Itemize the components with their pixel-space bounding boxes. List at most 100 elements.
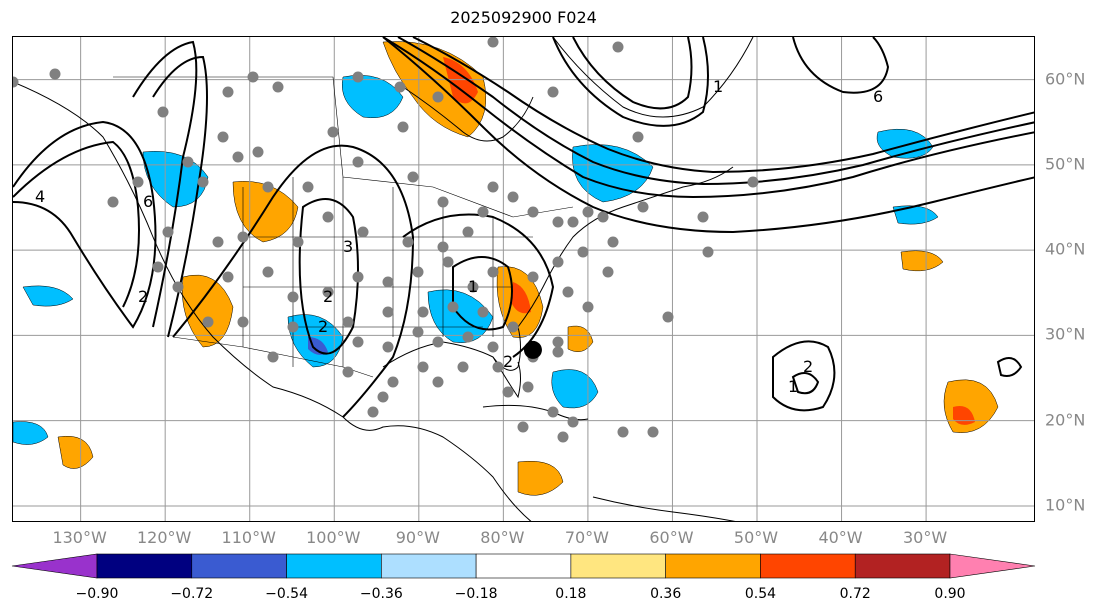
station-dot — [612, 41, 624, 53]
colorbar-bin — [475, 553, 572, 579]
station-dot — [487, 341, 499, 353]
station-dot — [237, 316, 249, 328]
colorbar-bin — [570, 553, 666, 579]
station-dot — [352, 71, 364, 83]
contour-line — [382, 37, 1034, 199]
contour-label: 2 — [323, 287, 333, 306]
station-dot — [507, 191, 519, 203]
greenland-coast — [552, 37, 754, 118]
station-dot — [357, 226, 369, 238]
contour-label: 2 — [318, 317, 328, 336]
station-dot — [547, 406, 559, 418]
station-dot — [487, 266, 499, 278]
station-dot — [402, 236, 414, 248]
contour-label: 1 — [468, 277, 478, 296]
station-dot — [342, 316, 354, 328]
colorbar-tick-label: −0.36 — [359, 586, 403, 602]
latitude-label: 60°N — [1045, 69, 1086, 89]
station-dot — [182, 156, 194, 168]
station-dot — [212, 236, 224, 248]
station-dot — [697, 211, 709, 223]
contour-line — [552, 37, 709, 127]
station-dot — [302, 181, 314, 193]
station-dot — [562, 286, 574, 298]
station-dot — [747, 176, 759, 188]
station-dot — [287, 321, 299, 333]
station-dot — [292, 236, 304, 248]
negative-anomaly-region — [13, 421, 49, 445]
station-dot — [352, 336, 364, 348]
station-dot — [442, 256, 454, 268]
contour-label: 2 — [803, 357, 813, 376]
station-dot — [132, 176, 144, 188]
station-dot — [407, 171, 419, 183]
station-dot — [702, 246, 714, 258]
colorbar-bin — [760, 553, 856, 579]
map-title: 2025092900 F024 — [450, 8, 597, 27]
station-dot — [547, 86, 559, 98]
station-dot — [487, 181, 499, 193]
longitude-label: 30°W — [902, 528, 948, 547]
contour-label: 1 — [788, 377, 798, 396]
station-dot — [557, 431, 569, 443]
station-dot — [232, 151, 244, 163]
station-dot — [222, 86, 234, 98]
colorbar-tick-label: 0.90 — [934, 586, 966, 602]
colorbar-tick-label: −0.90 — [75, 586, 119, 602]
longitude-label: 70°W — [564, 528, 609, 547]
contour-line — [13, 140, 140, 308]
station-dot — [527, 271, 539, 283]
station-dot — [162, 226, 174, 238]
station-dot — [507, 321, 519, 333]
station-dot — [217, 131, 229, 143]
station-dot — [262, 266, 274, 278]
positive-anomaly-core — [953, 406, 975, 425]
station-dot — [412, 266, 424, 278]
station-dot — [322, 211, 334, 223]
positive-anomaly-region — [567, 325, 594, 353]
positive-anomaly-region — [517, 460, 564, 496]
contour-line — [791, 372, 820, 395]
station-dot — [527, 206, 539, 218]
colorbar-bin — [381, 553, 477, 579]
contour-label: 4 — [35, 187, 45, 206]
station-dot — [387, 376, 399, 388]
colorbar-tick-label: −0.18 — [454, 586, 498, 602]
colorbar-tick-label: 0.36 — [650, 586, 682, 602]
hudson-bay — [402, 86, 534, 142]
contour-label: 1 — [713, 77, 723, 96]
contour-line — [402, 213, 555, 358]
positive-anomaly-region — [900, 250, 944, 272]
contour-line — [572, 37, 693, 110]
contour-line — [397, 37, 1034, 186]
contour-label: 6 — [873, 87, 883, 106]
station-dot — [157, 106, 169, 118]
gulf-coastline — [382, 166, 734, 371]
station-dot — [457, 361, 469, 373]
contours — [13, 37, 1034, 418]
colorbar-bin — [96, 553, 193, 579]
station-dot — [272, 81, 284, 93]
station-dot — [172, 281, 184, 293]
station-dot — [607, 236, 619, 248]
negative-anomaly-region — [572, 144, 654, 203]
station-dot — [382, 306, 394, 318]
coastlines — [13, 37, 754, 521]
colorbar-tick-label: −0.54 — [265, 586, 308, 602]
contour-line — [792, 37, 890, 94]
contour-line — [996, 357, 1023, 377]
colorbar-bin — [949, 553, 1036, 579]
latitude-label: 20°N — [1045, 410, 1086, 430]
colorbar-bin — [665, 553, 761, 579]
station-dot — [394, 81, 406, 93]
station-dot — [552, 346, 564, 358]
negative-anomaly-region — [22, 285, 74, 307]
contour-line — [132, 40, 198, 328]
station-dot — [517, 421, 529, 433]
station-dot — [352, 271, 364, 283]
station-dot — [577, 246, 589, 258]
negative-anomaly-region — [876, 128, 934, 159]
station-dot — [522, 381, 534, 393]
